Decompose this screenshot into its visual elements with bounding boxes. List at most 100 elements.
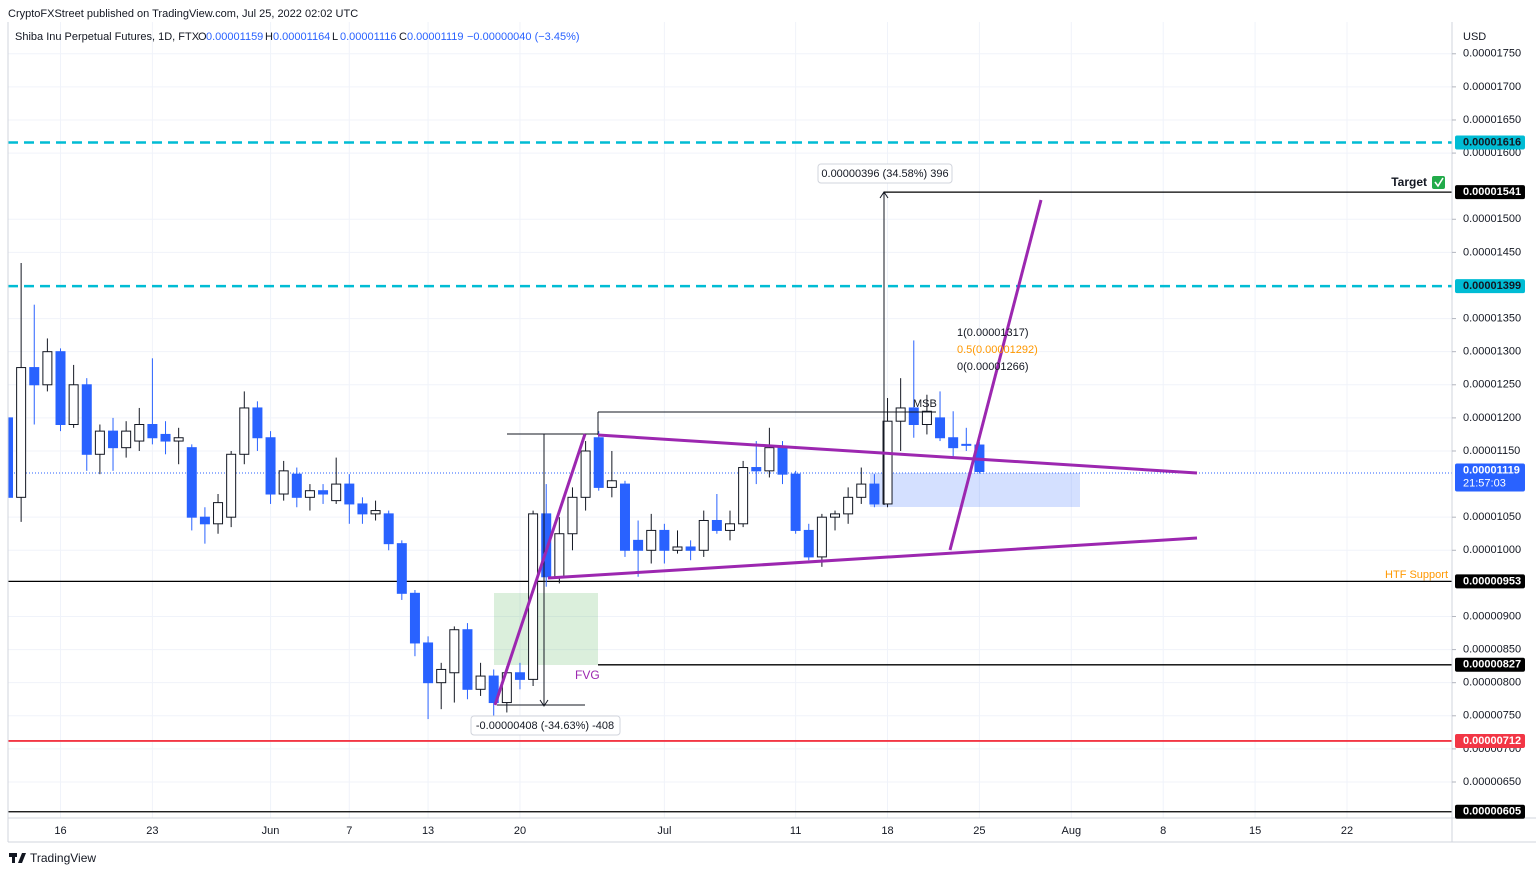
fib-label: 0.5(0.00001292) (957, 344, 1038, 356)
candle-body (528, 513, 539, 680)
candle-body (554, 533, 565, 578)
legend-key: H (265, 31, 273, 43)
x-tick-label: 8 (1160, 825, 1166, 837)
candle-body (882, 420, 893, 505)
measure-box (470, 715, 621, 736)
candle-body (318, 490, 329, 495)
candle-body (291, 473, 302, 498)
x-tick-label: 20 (514, 825, 526, 837)
level-label-box (1455, 279, 1525, 294)
countdown: 21:57:03 (1463, 477, 1506, 489)
candles (8, 262, 985, 730)
triangle-upper (597, 433, 1198, 475)
candle-body (173, 437, 184, 442)
candle-body (239, 407, 250, 455)
check-icon (1432, 176, 1445, 189)
candle-body (8, 417, 13, 498)
candle-body (436, 668, 447, 684)
legend-value: 0.00001116 (340, 31, 396, 43)
logo-part (12, 853, 15, 863)
candle-body (738, 467, 749, 525)
candle-body (226, 453, 237, 518)
candle-body (134, 424, 145, 442)
x-tick-label: Aug (1062, 825, 1082, 837)
x-tick-label: 11 (790, 825, 801, 837)
candle-body (646, 529, 657, 551)
candle-body (94, 430, 105, 455)
levels (8, 141, 1452, 813)
candle-body (331, 483, 342, 502)
candle-body (108, 430, 119, 449)
candle-body (685, 546, 696, 551)
candle-body (121, 430, 132, 449)
candle-body (869, 483, 880, 505)
candle-body (659, 529, 670, 551)
msb-label: MSB (913, 398, 937, 410)
y-tick-label: 0.00001150 (1463, 445, 1520, 457)
htf-support-label: HTF Support (1385, 569, 1448, 581)
candle-body (396, 543, 407, 594)
level-label: 0.00000605 (1463, 806, 1521, 818)
level-label-box (1455, 574, 1525, 589)
candle-body (344, 483, 355, 505)
candle-body (42, 351, 53, 386)
measure-label: -0.00000408 (-34.63%) -408 (476, 720, 614, 732)
candle-body (580, 450, 591, 498)
legend-key: O (198, 31, 207, 43)
candle-body (790, 473, 801, 531)
change: −0.00000040 (−3.45%) (467, 31, 580, 43)
y-tick-label: 0.00000750 (1463, 710, 1521, 722)
candle-body (908, 407, 919, 426)
candle-body (449, 629, 460, 674)
legend-value: 0.00001119 (407, 31, 463, 43)
candle-body (541, 513, 552, 578)
x-tick-label: 7 (346, 825, 352, 837)
y-tick-label: 0.00001600 (1463, 147, 1521, 159)
symbol: Shiba Inu Perpetual Futures, 1D, FTX (15, 31, 200, 43)
demand-zone (870, 473, 1080, 507)
candle-body (803, 529, 814, 558)
footer: TradingView (30, 851, 96, 865)
candle-body (475, 675, 486, 690)
y-tick-label: 0.00000800 (1463, 677, 1521, 689)
x-tick-label: 15 (1249, 825, 1261, 837)
candle-body (160, 433, 171, 442)
fvg-label: FVG (575, 668, 600, 682)
candle-body (488, 675, 499, 704)
x-tick-label: 13 (422, 825, 434, 837)
candle-body (357, 503, 368, 515)
legend-key: L (332, 31, 338, 43)
candle-body (593, 437, 604, 488)
candle-body (55, 351, 66, 426)
x-tick-label: Jun (262, 825, 280, 837)
fvg-zone (494, 593, 598, 665)
measure-arrow (879, 191, 889, 199)
candle-body (843, 496, 854, 515)
x-tick-label: 16 (54, 825, 66, 837)
candle-body (725, 523, 735, 531)
candle-body (265, 437, 276, 495)
y-tick-label: 0.00001000 (1463, 544, 1521, 556)
legend-key: C (399, 31, 407, 43)
candle-body (462, 629, 473, 690)
candle-body (383, 513, 394, 545)
y-tick-label: 0.00001200 (1463, 412, 1521, 424)
projection (948, 199, 1043, 551)
measure-label: 0.00000396 (34.58%) 396 (821, 168, 948, 180)
candle-body (81, 384, 92, 455)
level-label: 0.00000712 (1463, 735, 1521, 747)
grid (8, 22, 1452, 818)
x-tick-label: 25 (973, 825, 985, 837)
candle-body (672, 546, 683, 551)
y-tick-label: 0.00000850 (1463, 643, 1521, 655)
logo-part (18, 853, 26, 863)
level-label-box (1455, 657, 1525, 672)
level-label-box (1455, 804, 1525, 819)
fib-label: 1(0.00001317) (957, 327, 1029, 339)
y-tick-label: 0.00001500 (1463, 213, 1521, 225)
candle-body (199, 516, 210, 525)
y-tick-label: 0.00001050 (1463, 511, 1521, 523)
x-tick-label: 22 (1341, 825, 1353, 837)
axes: 16 23 Jun 7 13 20 Jul 11 18 25 Aug 8 15 22 0.00001750 0… (54, 48, 1525, 837)
candle-body (213, 502, 224, 525)
